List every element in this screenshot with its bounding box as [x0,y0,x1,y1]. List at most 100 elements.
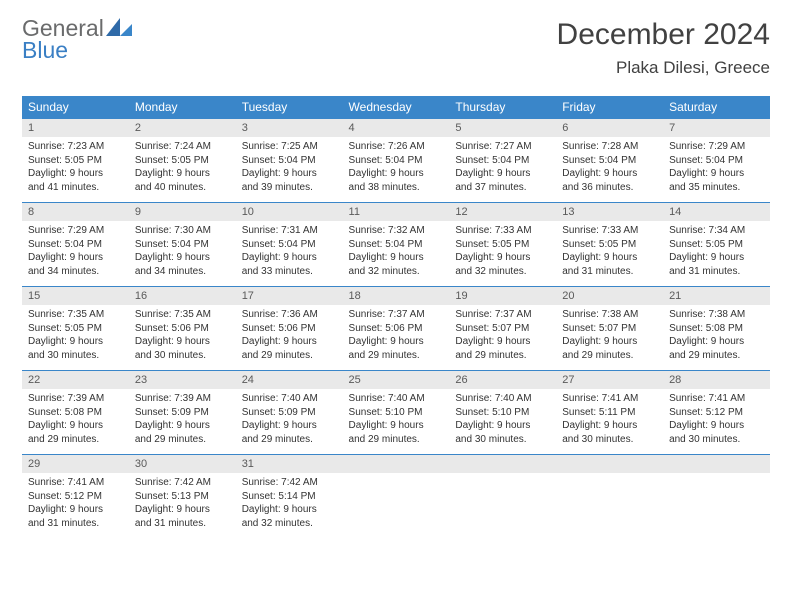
day-number: 15 [22,287,129,305]
cell-line-daylight1: Daylight: 9 hours [455,335,550,349]
cell-line-sunset: Sunset: 5:05 PM [28,154,123,168]
cell-line-sunset: Sunset: 5:13 PM [135,490,230,504]
calendar-cell: 3 Sunrise: 7:25 AMSunset: 5:04 PMDaylight… [236,119,343,203]
cell-line-sunrise: Sunrise: 7:37 AM [455,308,550,322]
cell-line-sunrise: Sunrise: 7:36 AM [242,308,337,322]
cell-line-daylight2: and 31 minutes. [28,517,123,531]
cell-line-sunrise: Sunrise: 7:34 AM [669,224,764,238]
cell-line-daylight2: and 29 minutes. [349,433,444,447]
cell-line-sunset: Sunset: 5:05 PM [562,238,657,252]
cell-line-daylight2: and 29 minutes. [135,433,230,447]
cell-line-daylight2: and 34 minutes. [28,265,123,279]
cell-line-sunrise: Sunrise: 7:35 AM [28,308,123,322]
cell-line-daylight1: Daylight: 9 hours [455,251,550,265]
cell-line-daylight2: and 30 minutes. [135,349,230,363]
cell-line-sunrise: Sunrise: 7:29 AM [669,140,764,154]
calendar-cell: 1Sunrise: 7:23 AMSunset: 5:05 PMDaylight… [22,119,129,203]
cell-line-sunset: Sunset: 5:06 PM [135,322,230,336]
cell-line-daylight2: and 31 minutes. [669,265,764,279]
cell-line-daylight2: and 35 minutes. [669,181,764,195]
cell-line-sunset: Sunset: 5:08 PM [28,406,123,420]
cell-line-daylight1: Daylight: 9 hours [349,419,444,433]
cell-body: Sunrise: 7:38 AMSunset: 5:07 PMDaylight:… [556,305,663,370]
cell-line-sunset: Sunset: 5:04 PM [135,238,230,252]
calendar-cell: 23Sunrise: 7:39 AMSunset: 5:09 PMDayligh… [129,371,236,455]
calendar-week-row: 8Sunrise: 7:29 AMSunset: 5:04 PMDaylight… [22,203,770,287]
calendar-cell: 17Sunrise: 7:36 AMSunset: 5:06 PMDayligh… [236,287,343,371]
cell-line-daylight1: Daylight: 9 hours [135,251,230,265]
cell-line-sunrise: Sunrise: 7:30 AM [135,224,230,238]
cell-line-daylight2: and 32 minutes. [242,517,337,531]
day-number-empty [556,455,663,473]
cell-line-sunset: Sunset: 5:04 PM [242,154,337,168]
day-number-empty [343,455,450,473]
day-header: Tuesday [236,96,343,119]
cell-line-daylight1: Daylight: 9 hours [242,335,337,349]
cell-line-daylight1: Daylight: 9 hours [455,419,550,433]
cell-line-sunrise: Sunrise: 7:26 AM [349,140,444,154]
cell-line-sunset: Sunset: 5:12 PM [669,406,764,420]
cell-line-sunrise: Sunrise: 7:24 AM [135,140,230,154]
cell-line-sunrise: Sunrise: 7:41 AM [28,476,123,490]
calendar-week-row: 22Sunrise: 7:39 AMSunset: 5:08 PMDayligh… [22,371,770,455]
page-header: General Blue December 2024 Plaka Dilesi,… [22,18,770,78]
calendar-week-row: 15Sunrise: 7:35 AMSunset: 5:05 PMDayligh… [22,287,770,371]
calendar-cell: 21Sunrise: 7:38 AMSunset: 5:08 PMDayligh… [663,287,770,371]
cell-line-daylight1: Daylight: 9 hours [562,167,657,181]
cell-line-sunset: Sunset: 5:09 PM [242,406,337,420]
logo-text-blue: Blue [22,37,68,63]
cell-line-daylight1: Daylight: 9 hours [562,419,657,433]
cell-line-sunset: Sunset: 5:06 PM [349,322,444,336]
cell-line-daylight1: Daylight: 9 hours [28,503,123,517]
day-number: 7 [663,119,770,137]
calendar-cell: 6Sunrise: 7:28 AMSunset: 5:04 PMDaylight… [556,119,663,203]
day-number: 8 [22,203,129,221]
cell-line-sunset: Sunset: 5:08 PM [669,322,764,336]
day-number: 2 [129,119,236,137]
day-number: 29 [22,455,129,473]
day-number: 1 [22,119,129,137]
cell-line-sunrise: Sunrise: 7:25 AM [242,140,337,154]
calendar-cell: 5Sunrise: 7:27 AMSunset: 5:04 PMDaylight… [449,119,556,203]
cell-body: Sunrise: 7:32 AMSunset: 5:04 PMDaylight:… [343,221,450,286]
cell-line-sunrise: Sunrise: 7:33 AM [455,224,550,238]
cell-line-daylight1: Daylight: 9 hours [349,167,444,181]
cell-line-sunset: Sunset: 5:04 PM [455,154,550,168]
cell-body: Sunrise: 7:37 AMSunset: 5:07 PMDaylight:… [449,305,556,370]
day-number: 30 [129,455,236,473]
day-number: 28 [663,371,770,389]
cell-line-sunrise: Sunrise: 7:39 AM [28,392,123,406]
cell-line-daylight2: and 29 minutes. [455,349,550,363]
day-number: 31 [236,455,343,473]
cell-line-daylight1: Daylight: 9 hours [28,251,123,265]
cell-body: Sunrise: 7:39 AMSunset: 5:09 PMDaylight:… [129,389,236,454]
cell-line-daylight2: and 34 minutes. [135,265,230,279]
cell-body: Sunrise: 7:24 AMSunset: 5:05 PMDaylight:… [129,137,236,202]
cell-line-sunset: Sunset: 5:05 PM [135,154,230,168]
cell-line-sunset: Sunset: 5:14 PM [242,490,337,504]
cell-line-daylight1: Daylight: 9 hours [562,335,657,349]
cell-line-sunrise: Sunrise: 7:27 AM [455,140,550,154]
cell-line-sunrise: Sunrise: 7:33 AM [562,224,657,238]
cell-body: Sunrise: 7:30 AMSunset: 5:04 PMDaylight:… [129,221,236,286]
cell-line-sunset: Sunset: 5:04 PM [669,154,764,168]
cell-line-daylight1: Daylight: 9 hours [135,335,230,349]
cell-body: Sunrise: 7:40 AMSunset: 5:09 PMDaylight:… [236,389,343,454]
calendar-cell [556,455,663,542]
cell-line-daylight2: and 31 minutes. [135,517,230,531]
cell-line-sunset: Sunset: 5:04 PM [28,238,123,252]
cell-line-daylight2: and 29 minutes. [242,433,337,447]
cell-line-sunrise: Sunrise: 7:42 AM [242,476,337,490]
cell-body: Sunrise: 7:38 AMSunset: 5:08 PMDaylight:… [663,305,770,370]
cell-line-daylight2: and 36 minutes. [562,181,657,195]
calendar-cell: 19Sunrise: 7:37 AMSunset: 5:07 PMDayligh… [449,287,556,371]
calendar-cell: 12Sunrise: 7:33 AMSunset: 5:05 PMDayligh… [449,203,556,287]
cell-body: Sunrise: 7:41 AMSunset: 5:11 PMDaylight:… [556,389,663,454]
day-number: 3 [236,119,343,137]
calendar-cell: 10Sunrise: 7:31 AMSunset: 5:04 PMDayligh… [236,203,343,287]
cell-body-empty [343,473,450,541]
cell-line-sunset: Sunset: 5:05 PM [28,322,123,336]
cell-line-daylight1: Daylight: 9 hours [28,335,123,349]
cell-line-daylight1: Daylight: 9 hours [242,167,337,181]
day-header: Saturday [663,96,770,119]
